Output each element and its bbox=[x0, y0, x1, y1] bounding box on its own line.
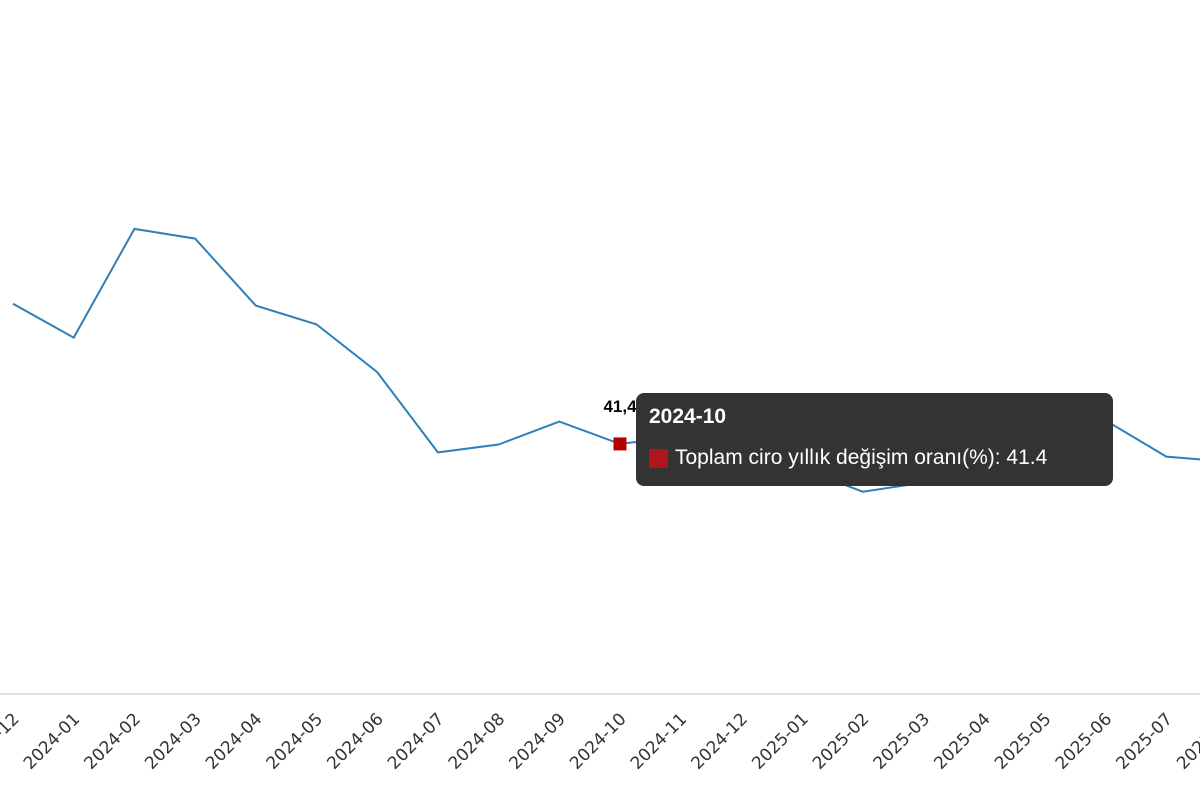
x-tick-label: 2024-05 bbox=[263, 709, 327, 773]
highlight-data-label: 41,4 bbox=[603, 397, 637, 416]
x-tick-label: 2025-04 bbox=[930, 709, 994, 773]
tooltip-color-swatch bbox=[649, 448, 668, 468]
x-tick-label: 2024-09 bbox=[505, 709, 569, 773]
x-tick-label: 2024-11 bbox=[627, 709, 691, 773]
x-tick-label: 2024-03 bbox=[141, 709, 205, 773]
x-tick-label: 2025-06 bbox=[1052, 709, 1116, 773]
highlight-marker[interactable] bbox=[613, 437, 627, 451]
tooltip-series-row: Toplam ciro yıllık değişim oranı(%): 41.… bbox=[649, 446, 1101, 470]
x-tick-label: 2023-12 bbox=[0, 709, 24, 773]
x-tick-label: 2025-01 bbox=[748, 709, 812, 773]
x-axis-ticks: 2023-122024-012024-022024-032024-042024-… bbox=[0, 709, 1200, 773]
tooltip-series-text: Toplam ciro yıllık değişim oranı(%): 41.… bbox=[675, 446, 1048, 469]
x-tick-label: 2024-01 bbox=[20, 709, 84, 773]
tooltip: 2024-10 Toplam ciro yıllık değişim oranı… bbox=[636, 393, 1113, 486]
x-tick-label: 2024-10 bbox=[566, 709, 630, 773]
x-tick-label: 2024-08 bbox=[445, 709, 509, 773]
x-tick-label: 2024-02 bbox=[81, 709, 145, 773]
x-tick-label: 2024-04 bbox=[202, 709, 266, 773]
x-tick-label: 2024-06 bbox=[323, 709, 387, 773]
x-tick-label: 2025-07 bbox=[1112, 709, 1176, 773]
x-tick-label: 2024-12 bbox=[688, 709, 752, 773]
x-tick-label: 2025-05 bbox=[991, 709, 1055, 773]
x-tick-label: 2025-03 bbox=[870, 709, 934, 773]
x-tick-label: 2025-02 bbox=[809, 709, 873, 773]
x-tick-label: 2025-08 bbox=[1173, 709, 1200, 773]
x-tick-label: 2024-07 bbox=[384, 709, 448, 773]
tooltip-title: 2024-10 bbox=[649, 405, 727, 428]
